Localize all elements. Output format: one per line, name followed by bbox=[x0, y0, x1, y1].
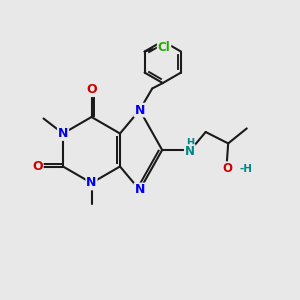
Text: O: O bbox=[32, 160, 43, 173]
Text: O: O bbox=[86, 83, 97, 96]
Text: N: N bbox=[134, 103, 145, 117]
Text: -H: -H bbox=[239, 164, 252, 174]
Text: H: H bbox=[186, 138, 194, 148]
Text: N: N bbox=[86, 176, 97, 190]
Text: Cl: Cl bbox=[158, 40, 170, 54]
Text: N: N bbox=[185, 145, 195, 158]
Text: N: N bbox=[134, 183, 145, 196]
Text: N: N bbox=[58, 127, 68, 140]
Text: O: O bbox=[222, 162, 232, 175]
